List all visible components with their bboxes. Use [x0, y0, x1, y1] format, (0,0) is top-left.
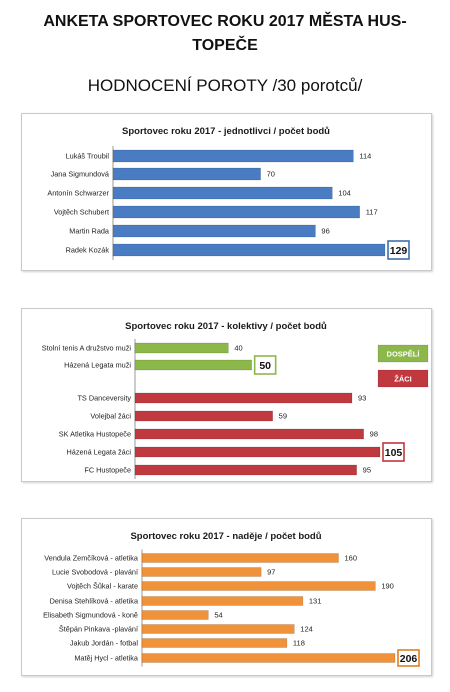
- category-label: Volejbal žáci: [90, 412, 131, 421]
- chart-collectives: Sportovec roku 2017 - kolektivy / počet …: [42, 321, 429, 479]
- value-label: 117: [366, 208, 378, 217]
- value-callout-box: [253, 355, 277, 375]
- chart-title: Sportovec roku 2017 - jednotlivci / poče…: [122, 126, 330, 137]
- bar: [141, 581, 376, 591]
- category-label: TS Danceversity: [77, 394, 131, 403]
- value-callout-box: [397, 649, 420, 667]
- value-label: 105: [385, 447, 403, 459]
- value-label: 190: [381, 582, 394, 591]
- page-subtitle: HODNOCENÍ POROTY /30 porotců/: [87, 76, 363, 95]
- bar: [134, 464, 357, 476]
- category-label: Vojtěch Šůkal - karate: [67, 582, 138, 591]
- bar: [141, 553, 339, 563]
- category-label: Stolní tenis A družstvo muži: [42, 344, 132, 353]
- category-label: Lukáš Troubil: [66, 152, 110, 161]
- category-label: Vojtěch Schubert: [54, 208, 109, 217]
- category-label: Jakub Jordán - fotbal: [70, 639, 139, 648]
- value-label: 129: [390, 245, 408, 257]
- bar: [134, 446, 381, 458]
- bar: [141, 567, 262, 577]
- chart-panel-hopefuls: Sportovec roku 2017 - naděje / počet bod…: [21, 518, 432, 676]
- category-label: SK Atletika Hustopeče: [59, 430, 131, 439]
- value-label: 104: [338, 189, 351, 198]
- chart-panel-collectives: Sportovec roku 2017 - kolektivy / počet …: [21, 308, 432, 482]
- chart-hopefuls: Sportovec roku 2017 - naděje / počet bod…: [43, 531, 420, 667]
- category-label: Elisabeth Sigmundová - koně: [43, 611, 138, 620]
- value-label: 95: [363, 466, 371, 475]
- chart-individuals: Sportovec roku 2017 - jednotlivci / poče…: [47, 126, 410, 260]
- category-label: Lucie Svobodová - plavání: [52, 568, 138, 577]
- bar: [134, 342, 229, 354]
- bar: [134, 392, 353, 404]
- value-label: 54: [214, 611, 222, 620]
- category-label: Házená Legata žáci: [67, 448, 132, 457]
- bar: [112, 243, 386, 257]
- chart-title: Sportovec roku 2017 - kolektivy / počet …: [125, 321, 327, 332]
- bar: [134, 359, 252, 371]
- chart-title: Sportovec roku 2017 - naděje / počet bod…: [130, 531, 321, 542]
- legend-label: ŽÁCI: [394, 375, 412, 384]
- category-label: Antonín Schwarzer: [47, 189, 109, 198]
- bar: [134, 410, 273, 422]
- value-label: 40: [234, 344, 242, 353]
- value-label: 118: [293, 639, 305, 648]
- value-label: 160: [345, 554, 358, 563]
- page-title: ANKETA SPORTOVEC ROKU 2017 MĚSTA HUS- TO…: [0, 10, 450, 58]
- category-label: Vendula Zemčíková - atletika: [44, 554, 139, 563]
- bar: [141, 638, 288, 648]
- value-label: 98: [370, 430, 378, 439]
- legend-swatch: [377, 369, 429, 388]
- value-label: 96: [321, 227, 329, 236]
- page-title-line-1: ANKETA SPORTOVEC ROKU 2017 MĚSTA HUS-: [43, 13, 407, 30]
- page-title-line-2: TOPEČE: [192, 37, 258, 54]
- value-label: 131: [309, 597, 322, 606]
- bar: [112, 186, 333, 200]
- category-label: Denisa Stehlíková - atletika: [50, 597, 139, 606]
- category-label: Jana Sigmundová: [51, 170, 110, 179]
- legend-label: DOSPĚLÍ: [387, 350, 421, 359]
- category-label: Martin Rada: [69, 227, 110, 236]
- value-label: 97: [267, 568, 275, 577]
- bar: [141, 624, 295, 634]
- bar: [141, 653, 396, 663]
- bar: [112, 167, 261, 181]
- category-label: Matěj Hycl - atletika: [74, 654, 139, 663]
- value-label: 124: [300, 625, 313, 634]
- value-label: 114: [359, 152, 371, 161]
- value-label: 206: [400, 653, 418, 665]
- category-label: Štěpán Pinkava -plavání: [59, 625, 138, 634]
- value-label: 50: [259, 360, 271, 372]
- bar: [112, 205, 360, 219]
- bar: [112, 149, 354, 163]
- value-label: 59: [279, 412, 287, 421]
- category-label: FC Hustopeče: [84, 466, 131, 475]
- value-callout-box: [387, 240, 410, 260]
- bar: [134, 428, 364, 440]
- chart-panel-individuals: Sportovec roku 2017 - jednotlivci / poče…: [21, 113, 432, 271]
- value-label: 70: [267, 170, 275, 179]
- category-label: Radek Kozák: [66, 246, 110, 255]
- bar: [141, 596, 304, 606]
- category-label: Házená Legata muži: [64, 361, 131, 370]
- value-callout-box: [382, 442, 405, 462]
- legend-swatch: [377, 344, 429, 363]
- value-label: 93: [358, 394, 366, 403]
- bar: [141, 610, 209, 620]
- bar: [112, 224, 316, 238]
